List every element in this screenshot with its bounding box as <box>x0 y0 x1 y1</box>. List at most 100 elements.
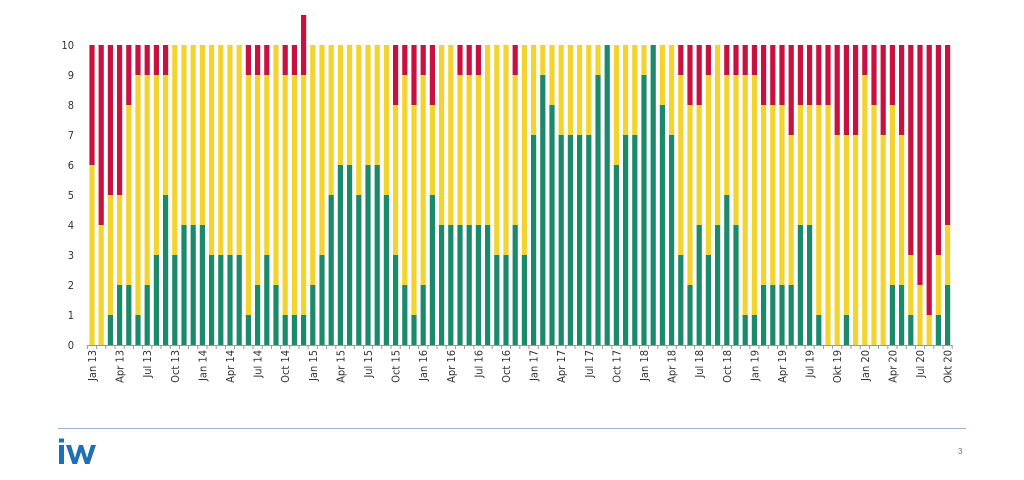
bar-segment-red <box>512 45 518 75</box>
bar-segment-green <box>788 285 794 345</box>
y-tick-label: 5 <box>68 189 74 202</box>
bar-segment-green <box>448 225 454 345</box>
bar-segment-green <box>135 315 141 345</box>
bar-segment-yellow <box>880 135 886 345</box>
bar-segment-green <box>779 285 785 345</box>
bar-segment-yellow <box>356 45 362 195</box>
bar-segment-green <box>549 105 555 345</box>
x-axis: Jan 13 Apr 13 Jul 13 Oct 13 Jan 14 Apr 14 Jul … <box>86 345 955 383</box>
bar-segment-red <box>724 45 730 75</box>
bar-segment-yellow <box>816 105 822 315</box>
bar-segment-yellow <box>117 195 123 285</box>
bar-segment-green <box>632 135 638 345</box>
bar-segment-green <box>613 165 619 345</box>
bar-segment-green <box>724 195 730 345</box>
bar-segment-green <box>402 285 408 345</box>
bar-segment-green <box>337 165 343 345</box>
bar-segment-green <box>696 225 702 345</box>
bar-segment-yellow <box>632 45 638 135</box>
bar-segment-green <box>641 75 647 345</box>
bar-segment-green <box>227 255 233 345</box>
bar-segment-green <box>126 285 132 345</box>
bar-segment-red <box>751 45 757 75</box>
bar-segment-red <box>144 45 150 75</box>
bar-segment-green <box>107 315 113 345</box>
bar-segment-yellow <box>696 105 702 225</box>
bar-segment-red <box>807 45 813 105</box>
bar-segment-yellow <box>549 45 555 105</box>
bar-segment-yellow <box>475 75 481 225</box>
bar-segment-green <box>761 285 767 345</box>
bar-segment-yellow <box>825 105 831 345</box>
y-tick-label: 0 <box>68 339 74 352</box>
bar-segment-red <box>880 45 886 135</box>
bar-segment-yellow <box>779 105 785 285</box>
bar-segment-yellow <box>595 45 601 75</box>
bar-segment-green <box>328 195 334 345</box>
x-tick-label: Apr 16 <box>445 350 458 383</box>
bar-segment-red <box>411 45 417 105</box>
bar-segment-red <box>779 45 785 105</box>
x-tick-label: Oct 17 <box>610 350 623 383</box>
bar-segment-red <box>393 45 399 105</box>
bar-segment-red <box>696 45 702 105</box>
bar-segment-green <box>245 315 251 345</box>
bar-segment-green <box>485 225 491 345</box>
bar-segment-yellow <box>586 45 592 135</box>
bar-segment-green <box>595 75 601 345</box>
bar-segment-green <box>567 135 573 345</box>
bar-segment-red <box>678 45 684 75</box>
bar-segment-yellow <box>687 105 693 285</box>
bar-segment-yellow <box>439 45 445 225</box>
x-tick-label: Apr 13 <box>114 350 127 383</box>
bar-segment-green <box>899 285 905 345</box>
bar-segment-green <box>199 225 205 345</box>
bar-segment-yellow <box>733 75 739 225</box>
y-tick-label: 3 <box>68 249 74 262</box>
bar-segment-red <box>705 45 711 75</box>
bar-segment-red <box>282 45 288 75</box>
bar-segment-yellow <box>623 45 629 135</box>
bar-segment-green <box>908 315 914 345</box>
bar-segment-green <box>623 135 629 345</box>
bar-segment-yellow <box>383 45 389 195</box>
bar-segment-red <box>733 45 739 75</box>
bar-segment-green <box>255 285 261 345</box>
x-tick-label: Jan 13 <box>86 350 99 382</box>
bar-segment-green <box>577 135 583 345</box>
x-tick-label: Jul 16 <box>472 350 485 379</box>
bar-segment-green <box>770 285 776 345</box>
bar-segment-green <box>586 135 592 345</box>
y-tick-label: 2 <box>68 279 74 292</box>
bar-segment-yellow <box>531 45 537 135</box>
bar-segment-green <box>291 315 297 345</box>
bar-segment-red <box>291 45 297 75</box>
bar-segment-yellow <box>807 105 813 225</box>
bar-segment-green <box>521 255 527 345</box>
bar-segment-yellow <box>245 75 251 315</box>
bar-segment-yellow <box>190 45 196 225</box>
bar-segment-green <box>282 315 288 345</box>
bar-segment-red <box>429 45 435 105</box>
bar-segment-yellow <box>659 45 665 105</box>
bar-segment-yellow <box>908 255 914 315</box>
bar-segment-yellow <box>172 45 178 255</box>
bar-segment-yellow <box>310 45 316 285</box>
x-tick-label: Oct 16 <box>500 350 513 383</box>
x-tick-label: Jan 19 <box>748 350 761 382</box>
y-tick-label: 7 <box>68 129 74 142</box>
bar-segment-red <box>862 45 868 75</box>
bar-segment-green <box>383 195 389 345</box>
bar-segment-yellow <box>843 135 849 315</box>
bar-segment-yellow <box>567 45 573 135</box>
bar-segment-green <box>889 285 895 345</box>
bar-segment-yellow <box>945 225 951 285</box>
bar-segment-yellow <box>374 45 380 165</box>
bar-segment-green <box>163 195 169 345</box>
x-tick-label: Jan 16 <box>417 350 430 382</box>
bar-segment-red <box>797 45 803 105</box>
bars <box>89 15 951 345</box>
bar-segment-red <box>457 45 463 75</box>
bar-segment-green <box>540 75 546 345</box>
bar-segment-green <box>393 255 399 345</box>
